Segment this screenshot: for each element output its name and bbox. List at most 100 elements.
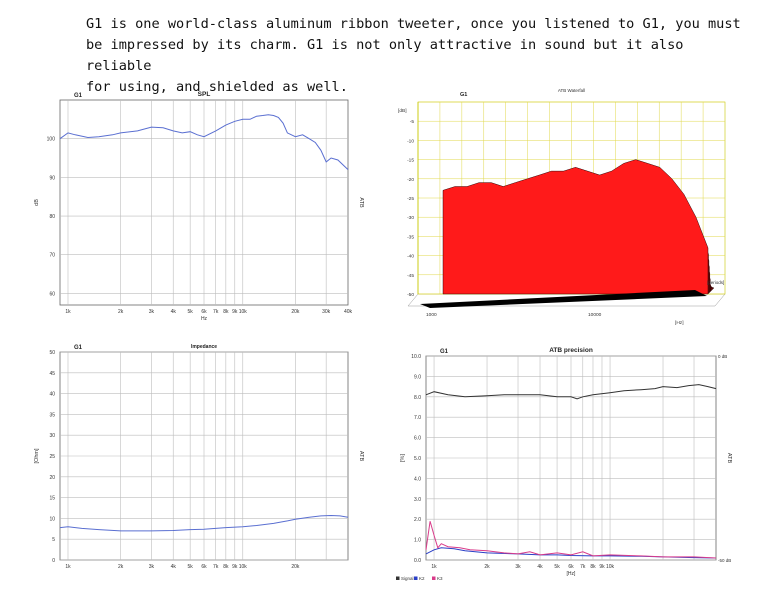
series-line-signal: [425, 384, 717, 400]
y-tick-label: -35: [407, 234, 414, 240]
y-tick-label: -50: [407, 292, 414, 298]
x-tick-label: 2k: [118, 309, 124, 315]
y-tick-label: -15: [407, 158, 414, 164]
x-tick-label: 4k: [171, 564, 177, 570]
legend-swatch: [432, 576, 436, 580]
right-top-label: 0 dB: [718, 354, 727, 359]
chart-title: Impedance: [191, 344, 217, 350]
x-tick-label: 10000: [588, 312, 602, 318]
chart-title: ATB Waterfall: [558, 88, 585, 93]
x-tick-label: 8k: [590, 564, 596, 570]
y-tick-label: -40: [407, 254, 414, 260]
y-axis-label-right: ATB: [358, 451, 364, 462]
x-tick-label: 5k: [554, 564, 560, 570]
x-tick-label: 3k: [149, 564, 155, 570]
x-tick-label: 20k: [291, 309, 300, 315]
intro-line-1: G1 is one world-class aluminum ribbon tw…: [86, 16, 741, 32]
x-tick-label: 4k: [537, 564, 543, 570]
intro-text: G1 is one world-class aluminum ribbon tw…: [86, 14, 756, 98]
waterfall-slice: [442, 159, 709, 295]
x-tick-label: 6k: [201, 309, 207, 315]
y-tick-label: 0: [52, 558, 55, 564]
y-tick-label: 5.0: [414, 456, 421, 462]
x-tick-label: 10k: [239, 309, 248, 315]
x-tick-label: 7k: [580, 564, 586, 570]
chart-subtitle: G1: [74, 93, 83, 99]
y-tick-label: 45: [49, 371, 55, 377]
x-tick-label: 7k: [213, 309, 219, 315]
y-tick-label: 25: [49, 454, 55, 460]
x-tick-label: 1k: [65, 309, 71, 315]
y-tick-label: 3.0: [414, 497, 421, 503]
y-axis-label: [%]: [400, 454, 406, 462]
y-tick-label: -20: [407, 177, 414, 183]
y-tick-label: 30: [49, 433, 55, 439]
x-tick-label: 2k: [118, 564, 124, 570]
y-tick-label: 10.0: [411, 354, 421, 360]
x-tick-label: 1k: [431, 564, 437, 570]
legend-label: K3: [437, 576, 443, 581]
x-axis-label: [Hz]: [567, 571, 577, 577]
y-tick-label: 0.0: [414, 558, 421, 564]
atb-precision-chart: 0.0 1.0 2.0 3.0 4.0 5.0 6.0 7.0 8.0 9.0 10.0 1k 2k 3k…: [396, 347, 732, 581]
z-axis-label: [periods]: [707, 280, 724, 285]
y-tick-label: -30: [407, 215, 414, 221]
y-tick-label: 90: [49, 175, 55, 181]
x-tick-label: 30k: [322, 309, 331, 315]
y-tick-label: 9.0: [414, 374, 421, 380]
y-tick-label: -45: [407, 273, 414, 279]
y-tick-label: -25: [407, 196, 414, 202]
x-tick-label: 10k: [606, 564, 615, 570]
waterfall-base: [420, 290, 707, 308]
y-axis-label: dB: [34, 199, 40, 206]
y-tick-label: 35: [49, 412, 55, 418]
y-tick-label: 2.0: [414, 517, 421, 523]
x-tick-label: 2k: [484, 564, 490, 570]
y-tick-label: -10: [407, 138, 414, 144]
x-tick-label: 4k: [171, 309, 177, 315]
series-line-k3: [425, 521, 717, 559]
y-tick-label: 4.0: [414, 476, 421, 482]
x-tick-label: 3k: [149, 309, 155, 315]
impedance-chart: 0 5 10 15 20 25 30 35 40 45 50 1k 2k 3k 4k 5k 6k 7k 8k 9k 10…: [34, 344, 364, 570]
y-tick-label: 5: [52, 537, 55, 543]
x-tick-label: 3k: [515, 564, 521, 570]
x-tick-label: 6k: [201, 564, 207, 570]
x-axis-label: [Hz]: [675, 320, 684, 326]
y-axis-label-right: ATB: [358, 197, 364, 208]
x-tick-label: 9k: [599, 564, 605, 570]
legend-swatch: [414, 576, 418, 580]
x-axis-label: Hz: [201, 316, 208, 322]
y-tick-label: 100: [47, 137, 56, 143]
y-tick-label: 40: [49, 392, 55, 398]
x-tick-label: 9k: [232, 564, 238, 570]
y-tick-label: 6.0: [414, 436, 421, 442]
y-tick-label: 60: [49, 291, 55, 297]
x-tick-label: 8k: [223, 309, 229, 315]
y-tick-label: 10: [49, 516, 55, 522]
chart-subtitle: G1: [460, 92, 467, 98]
x-tick-label: 1000: [426, 312, 437, 318]
y-tick-label: 15: [49, 496, 55, 502]
intro-line-3: for using, and shielded as well.: [86, 79, 348, 95]
legend-label: Signal: [401, 576, 414, 581]
right-bottom-label: -50 dB: [718, 558, 731, 563]
y-tick-label: 50: [49, 350, 55, 356]
x-tick-label: 1k: [65, 564, 71, 570]
y-tick-label: 7.0: [414, 415, 421, 421]
y-axis-label: [dB]: [398, 108, 407, 114]
chart-subtitle: G1: [74, 345, 83, 351]
chart-title: ATB precision: [549, 347, 593, 354]
x-tick-label: 7k: [213, 564, 219, 570]
y-tick-label: 80: [49, 214, 55, 220]
x-tick-label: 20k: [291, 564, 300, 570]
chart-title: SPL: [198, 91, 211, 98]
y-axis-label: [Ohm]: [34, 448, 40, 463]
x-tick-label: 9k: [232, 309, 238, 315]
y-axis-label-right: ATB: [726, 453, 732, 464]
legend-swatch: [396, 576, 400, 580]
waterfall-chart: -5 -10 -15 -20 -25 -30 -35 -40 -45 -50 ATB Waterfa…: [398, 88, 726, 326]
series-line-0: [59, 514, 349, 532]
y-tick-label: 20: [49, 475, 55, 481]
x-tick-label: 5k: [188, 309, 194, 315]
